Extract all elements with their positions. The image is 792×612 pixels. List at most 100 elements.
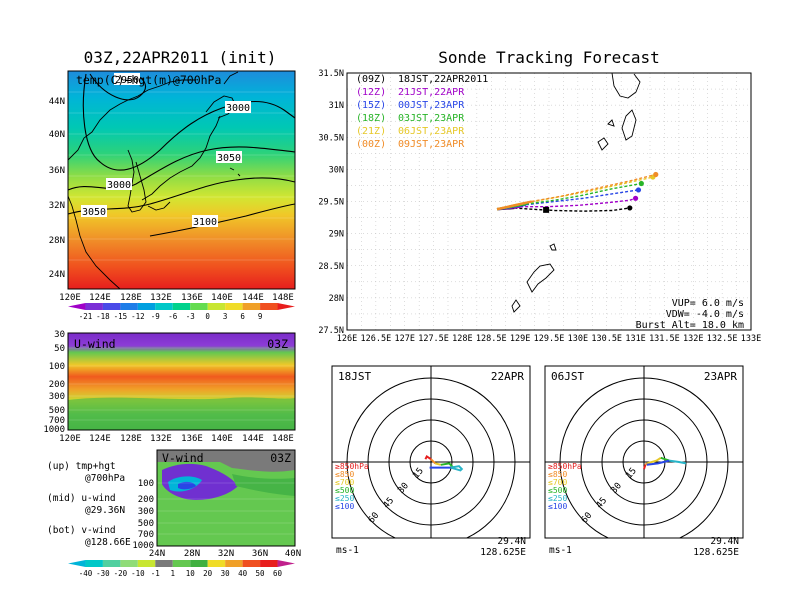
track-legend: (09Z) 18JST,22APR2011 (12Z) 21JST,22APR … — [356, 74, 488, 150]
launch-point — [543, 206, 550, 213]
track-gridlines — [347, 73, 751, 330]
polar-left-time: 18JST — [338, 370, 371, 383]
colorbar-label: -12 — [131, 312, 145, 321]
y-tick-label: 1000 — [43, 425, 65, 435]
x-tick-label: 131E — [625, 334, 645, 344]
right-title: Sonde Tracking Forecast — [438, 48, 660, 67]
track-series-line — [514, 207, 630, 212]
uwind-y-tick-labels: 30 50 100 200 300 500 700 1000 — [43, 330, 65, 435]
y-tick-label: 100 — [138, 479, 154, 489]
x-tick-label: 124E — [89, 293, 111, 303]
hodograph-segment — [646, 456, 662, 465]
x-tick-label: 132E — [683, 334, 703, 344]
y-tick-label: 32N — [49, 201, 65, 211]
colorbar-label: 50 — [256, 569, 266, 578]
x-tick-label: 127E — [394, 334, 414, 344]
x-tick-label: 140E — [211, 293, 233, 303]
level-label: ≤500 — [548, 486, 567, 495]
vwind-time: 03Z — [270, 451, 291, 465]
colorbar-label: -21 — [79, 312, 93, 321]
colorbar-label: 6 — [240, 312, 245, 321]
track-end-point — [627, 205, 633, 211]
track-series-line — [496, 200, 532, 211]
colorbar-cell — [85, 560, 103, 567]
x-tick-label: 128E — [120, 434, 142, 444]
polar-right-levels: ≥850hPa ≤850 ≤700 ≤500 ≤250 ≤100 — [548, 462, 582, 511]
polar-right-lat: 29.4N — [710, 536, 739, 547]
legend-z: (15Z) — [356, 100, 386, 111]
hodograph-segment — [434, 462, 442, 466]
map700-temperature-field — [68, 71, 295, 289]
y-tick-label: 300 — [49, 392, 65, 402]
level-label: ≤700 — [335, 478, 354, 487]
x-tick-label: 128.5E — [476, 334, 507, 344]
contour-label: 3100 — [193, 217, 217, 228]
y-tick-label: 500 — [49, 406, 65, 416]
x-tick-label: 130.5E — [591, 334, 622, 344]
x-tick-label: 148E — [272, 293, 294, 303]
polar-left-levels: ≥850hPa ≤850 ≤700 ≤500 ≤250 ≤100 — [335, 462, 369, 511]
track-series-group — [496, 171, 659, 213]
x-tick-label: 130E — [568, 334, 588, 344]
contour-label: 3050 — [217, 153, 241, 164]
legend-z: (21Z) — [356, 126, 386, 137]
colorbar-cell — [242, 560, 261, 567]
legend-z: (18Z) — [356, 113, 386, 124]
note-line: (bot) v-wind — [47, 525, 116, 536]
legend-label: 18JST,22APR2011 — [398, 74, 488, 85]
hodograph-segment — [646, 459, 670, 466]
x-tick-label: 140E — [211, 434, 233, 444]
y-tick-label: 27.5N — [318, 326, 344, 336]
colorbar-label: 40 — [238, 569, 248, 578]
colorbar-label: 20 — [203, 569, 213, 578]
note-line: @29.36N — [85, 505, 125, 516]
y-tick-label: 24N — [49, 270, 65, 280]
y-tick-label: 700 — [49, 416, 65, 426]
x-tick-label: 127.5E — [418, 334, 449, 344]
hodograph-segment — [643, 464, 647, 470]
colorbar-cell — [155, 303, 173, 310]
y-tick-label: 100 — [49, 362, 65, 372]
colorbar-cell — [277, 303, 295, 310]
y-tick-label: 30N — [329, 165, 344, 175]
contour-label: 2950 — [115, 75, 139, 86]
y-tick-label: 30 — [54, 330, 65, 340]
x-tick-label: 28N — [184, 549, 200, 559]
y-tick-label: 40N — [49, 130, 65, 140]
colorbar-label: -9 — [151, 312, 160, 321]
param-vup: VUP= 6.0 m/s — [672, 298, 744, 309]
uwind-x-tick-labels: 120E 124E 128E 132E 136E 140E 144E 148E — [59, 434, 294, 444]
vwind-label: V-wind — [162, 451, 204, 465]
colorbar-label: 9 — [258, 312, 263, 321]
track-frame — [346, 72, 752, 331]
level-label: ≤100 — [548, 502, 567, 511]
panel-notes: (up) tmp+hgt @700hPa (mid) u-wind @29.36… — [47, 461, 131, 548]
colorbar-label: -10 — [131, 569, 145, 578]
polar-right-unit: ms-1 — [549, 545, 572, 556]
colorbar-cell — [207, 560, 226, 567]
colorbar-label: 10 — [186, 569, 196, 578]
polar-right-date: 23APR — [704, 370, 737, 383]
colorbar-cell — [137, 303, 156, 310]
level-label: ≤700 — [548, 478, 567, 487]
level-label: ≤850 — [335, 470, 354, 479]
y-tick-label: 44N — [49, 97, 65, 107]
colorbar-label: -18 — [96, 312, 110, 321]
y-tick-label: 28N — [329, 294, 344, 304]
hodograph-segment — [644, 462, 648, 466]
y-tick-label: 36N — [49, 166, 65, 176]
polar-left-lon: 128.625E — [480, 547, 526, 558]
uwind-panel: U-wind 03Z 30 50 100 200 300 500 700 100… — [43, 330, 296, 444]
param-vdw: VDW= -4.0 m/s — [666, 309, 744, 320]
colorbar-cell — [172, 303, 191, 310]
colorbar-label: 30 — [221, 569, 231, 578]
param-burst: Burst Alt= 18.0 km — [636, 320, 744, 331]
note-line: @700hPa — [85, 473, 125, 484]
colorbar-label: -1 — [151, 569, 160, 578]
track-end-point — [638, 180, 644, 187]
vwind-frame — [156, 449, 296, 547]
vwind-x-tick-labels: 24N 28N 32N 36N 40N — [149, 549, 301, 559]
track-params: VUP= 6.0 m/s VDW= -4.0 m/s Burst Alt= 18… — [636, 298, 744, 331]
x-tick-label: 128E — [452, 334, 472, 344]
hodograph-segment — [450, 465, 464, 472]
